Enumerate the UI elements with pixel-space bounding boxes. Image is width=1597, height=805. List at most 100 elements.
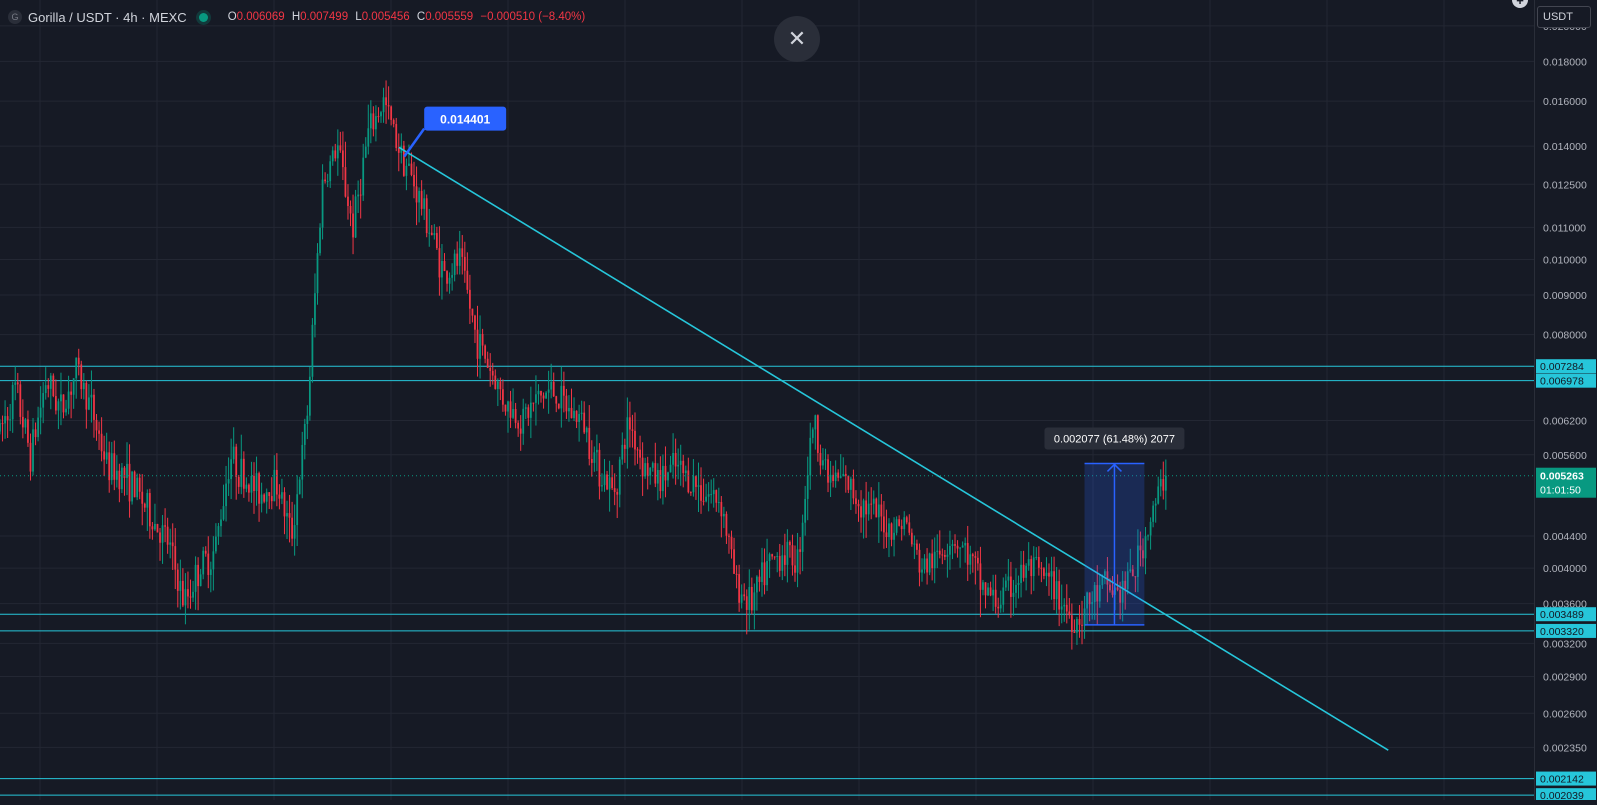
candle-body bbox=[631, 429, 634, 431]
candle-body bbox=[931, 553, 934, 569]
candle-body bbox=[855, 498, 857, 504]
plus-icon[interactable]: + bbox=[1512, 0, 1528, 8]
candle-body bbox=[921, 569, 923, 573]
candle-body bbox=[1010, 576, 1012, 597]
drawing-overlays: 0.002077 (61.48%) 2077 0.014401 bbox=[0, 106, 1534, 751]
candle-body bbox=[959, 547, 961, 549]
candle-body bbox=[562, 385, 565, 396]
candle-body bbox=[390, 106, 393, 120]
candle-body bbox=[842, 473, 845, 477]
level-badge bbox=[1536, 359, 1596, 374]
tick-label: 0.005600 bbox=[1543, 450, 1587, 462]
candle-body bbox=[964, 543, 967, 546]
candle-body bbox=[756, 576, 758, 593]
candle-body bbox=[265, 492, 268, 502]
candle-body bbox=[448, 277, 451, 284]
candle-body bbox=[331, 150, 334, 162]
candle-body bbox=[9, 419, 12, 421]
candle-body bbox=[616, 491, 619, 495]
close-button[interactable]: ✕ bbox=[774, 16, 820, 62]
candle-body bbox=[1048, 572, 1050, 577]
candle-body bbox=[527, 407, 530, 418]
candle-body bbox=[1022, 564, 1025, 578]
candle-body bbox=[1055, 581, 1058, 600]
candle-body bbox=[1157, 486, 1160, 504]
candle-body bbox=[222, 506, 225, 520]
candle-body bbox=[590, 458, 593, 463]
candle-body bbox=[24, 419, 27, 428]
currency-selector[interactable]: USDT bbox=[1537, 6, 1591, 28]
candle-body bbox=[1035, 557, 1038, 559]
candle-body bbox=[138, 477, 141, 492]
horizontal-levels bbox=[0, 365, 1534, 796]
candle-body bbox=[641, 457, 644, 477]
candle-body bbox=[405, 165, 408, 176]
candle-body bbox=[537, 390, 540, 395]
candle-body bbox=[67, 391, 70, 409]
candle-body bbox=[479, 333, 481, 359]
candle-body bbox=[469, 289, 471, 309]
symbol-title[interactable]: Gorilla / USDT · 4h · MEXC bbox=[28, 9, 187, 25]
candle-body bbox=[860, 506, 862, 518]
candle-body bbox=[349, 205, 352, 214]
candle-body bbox=[88, 397, 90, 410]
candle-body bbox=[552, 382, 555, 397]
tick-label: 0.002600 bbox=[1543, 708, 1587, 720]
candle-body bbox=[634, 430, 636, 450]
candlesticks bbox=[0, 80, 1167, 650]
candle-body bbox=[677, 464, 680, 467]
candle-body bbox=[712, 490, 715, 495]
candle-body bbox=[885, 532, 888, 538]
candle-body bbox=[570, 407, 573, 419]
tick-label: 0.008000 bbox=[1543, 330, 1587, 342]
candle-body bbox=[220, 519, 222, 527]
candle-body bbox=[194, 564, 197, 592]
candle-body bbox=[778, 556, 781, 571]
candle-body bbox=[926, 558, 928, 573]
candle-body bbox=[181, 580, 184, 606]
candle-body bbox=[207, 553, 210, 575]
candle-body bbox=[1007, 576, 1010, 581]
candle-body bbox=[509, 401, 512, 418]
candle-body bbox=[93, 394, 95, 420]
candle-body bbox=[113, 453, 116, 480]
price-axis[interactable]: 0.0200000.0180000.0160000.0140000.012500… bbox=[1534, 0, 1597, 803]
candle-body bbox=[128, 463, 131, 502]
ohlc-readout: O0.006069 H0.007499 L0.005456 C0.005559 … bbox=[224, 11, 586, 23]
candle-body bbox=[651, 463, 654, 468]
candle-body bbox=[583, 412, 586, 433]
close-value: 0.005559 bbox=[425, 11, 474, 23]
candle-body bbox=[710, 494, 713, 496]
candle-body bbox=[827, 459, 829, 483]
candle-body bbox=[6, 416, 9, 421]
candle-body bbox=[387, 105, 390, 107]
candle-body bbox=[1124, 580, 1127, 590]
candle-body bbox=[1081, 624, 1083, 626]
candle-body bbox=[832, 474, 834, 482]
candle-body bbox=[463, 256, 466, 271]
candle-body bbox=[646, 463, 649, 476]
annotation-bg bbox=[424, 106, 507, 131]
candle-body bbox=[910, 532, 913, 545]
candle-body bbox=[159, 532, 161, 543]
candle-body bbox=[776, 556, 779, 558]
candle-body bbox=[809, 437, 812, 476]
annotation-label: 0.014401 bbox=[440, 113, 490, 127]
candle-body bbox=[1106, 571, 1109, 585]
candle-body bbox=[433, 233, 436, 236]
candle-body bbox=[1111, 590, 1114, 595]
candle-body bbox=[420, 190, 423, 209]
candle-body bbox=[524, 407, 527, 409]
candle-body bbox=[303, 423, 306, 445]
candle-body bbox=[565, 395, 568, 412]
candle-body bbox=[154, 523, 156, 530]
candle-body bbox=[834, 472, 837, 482]
candle-body bbox=[1017, 582, 1020, 585]
candle-body bbox=[321, 179, 324, 228]
candle-body bbox=[242, 458, 245, 489]
candle-body bbox=[723, 513, 725, 517]
candle-body bbox=[672, 452, 674, 465]
candle-body bbox=[598, 449, 601, 487]
annotation-pointer bbox=[403, 127, 426, 158]
